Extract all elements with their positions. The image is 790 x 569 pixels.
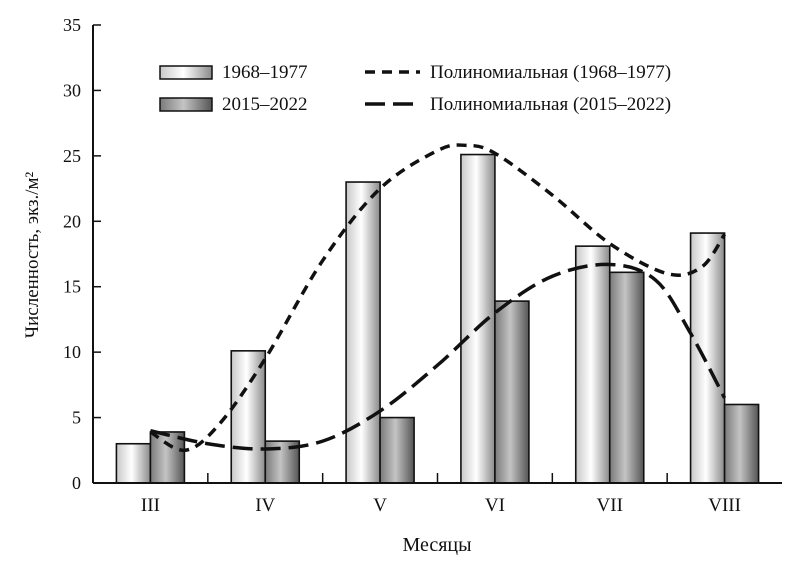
y-tick-label: 0 [72, 473, 81, 493]
x-tick-label: VIII [708, 495, 741, 516]
x-tick-label: III [141, 495, 160, 516]
y-tick-label: 25 [63, 146, 81, 166]
bar-1968–1977-VII [574, 245, 611, 484]
bar-1968–1977-V [345, 181, 381, 484]
bar-1968–1977-III [115, 442, 152, 484]
x-tick-label: VII [597, 495, 623, 516]
bar-1968–1977-VIII [689, 232, 726, 484]
bar-2015–2022-V [379, 416, 415, 484]
y-tick-label: 30 [63, 80, 81, 100]
legend: 1968–1977 2015–2022 Полиномиальная (1968… [159, 62, 671, 115]
y-tick-label: 15 [63, 277, 81, 297]
bar-2015–2022-III [149, 431, 186, 484]
y-axis-label: Численность, экз./м² [22, 171, 43, 338]
y-tick-label: 35 [63, 15, 81, 35]
x-tick-label: VI [485, 495, 505, 516]
legend-swatch-1968 [159, 65, 213, 80]
bar-2015–2022-VI [494, 300, 530, 484]
trendline-Полиномиальная (2015–2022) [150, 262, 727, 451]
y-tick-label: 20 [63, 211, 81, 231]
x-tick-label: IV [255, 495, 275, 516]
trendline-Полиномиальная (1968–1977) [149, 143, 727, 453]
legend-label-trend-1968: Полиномиальная (1968–1977) [430, 62, 671, 83]
bar-1968–1977-IV [230, 350, 267, 484]
x-axis-label: Месяцы [402, 534, 471, 556]
legend-label-trend-2015: Полиномиальная (2015–2022) [430, 94, 671, 115]
bar-2015–2022-VII [608, 271, 645, 484]
x-tick-label: V [373, 495, 387, 516]
legend-label-1968: 1968–1977 [222, 62, 308, 83]
bar-2015–2022-VIII [723, 403, 760, 484]
legend-label-2015: 2015–2022 [222, 94, 308, 115]
legend-swatch-2015 [159, 97, 213, 112]
y-tick-label: 5 [72, 408, 81, 428]
y-tick-label: 10 [63, 342, 81, 362]
